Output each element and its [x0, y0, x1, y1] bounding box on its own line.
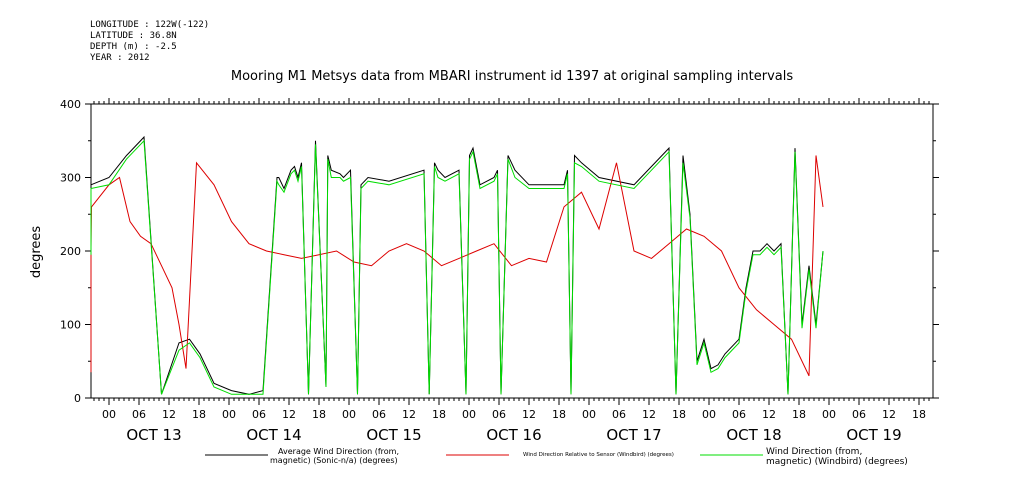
x-tick-label: 00 [222, 408, 236, 421]
plot-area [90, 135, 824, 395]
y-axis-label: degrees [29, 226, 44, 279]
x-day-label: OCT 17 [606, 426, 661, 444]
x-tick-label: 12 [282, 408, 296, 421]
y-tick-label: 300 [60, 172, 81, 185]
x-tick-label: 06 [132, 408, 146, 421]
x-tick-label: 06 [732, 408, 746, 421]
x-day-label: OCT 13 [126, 426, 181, 444]
axes: 0 100 200 300 400 00 06 12 18 OCT 13 00 06 12 18 OCT 1… [60, 98, 939, 444]
x-day-label: OCT 18 [726, 426, 781, 444]
x-day-label: OCT 19 [846, 426, 901, 444]
legend: Average Wind Direction (from, magnetic) … [205, 447, 908, 467]
x-day-label: OCT 15 [366, 426, 421, 444]
x-tick-label: 18 [312, 408, 326, 421]
legend-label-windbird-2: magnetic) (Windbird) (degrees) [766, 457, 908, 467]
y-tick-label: 100 [60, 319, 81, 332]
x-tick-label: 18 [192, 408, 206, 421]
x-tick-label: 18 [792, 408, 806, 421]
x-tick-label: 06 [372, 408, 386, 421]
depth-label: DEPTH (m) : -2.5 [90, 42, 177, 52]
x-tick-label: 06 [492, 408, 506, 421]
x-tick-label: 06 [252, 408, 266, 421]
legend-label-relative: Wind Direction Relative to Sensor (Windb… [523, 452, 674, 458]
x-tick-label: 00 [342, 408, 356, 421]
x-tick-label: 18 [552, 408, 566, 421]
x-tick-label: 00 [462, 408, 476, 421]
chart-title: Mooring M1 Metsys data from MBARI instru… [231, 69, 793, 84]
x-tick-label: 00 [582, 408, 596, 421]
legend-label-average-1: Average Wind Direction (from, [278, 447, 399, 456]
x-day-label: OCT 14 [246, 426, 301, 444]
y-tick-label: 400 [60, 98, 81, 111]
x-day-label: OCT 16 [486, 426, 541, 444]
x-tick-label: 00 [102, 408, 116, 421]
series-line-1 [90, 155, 824, 377]
x-tick-label: 18 [912, 408, 926, 421]
plot-frame [90, 103, 934, 399]
y-tick-label: 200 [60, 245, 81, 258]
x-tick-label: 12 [882, 408, 896, 421]
x-tick-label: 18 [672, 408, 686, 421]
legend-label-windbird-1: Wind Direction (from, [766, 447, 862, 457]
series-line-2 [90, 139, 824, 395]
x-tick-label: 06 [852, 408, 866, 421]
x-tick-label: 12 [162, 408, 176, 421]
x-tick-label: 12 [402, 408, 416, 421]
x-tick-label: 18 [432, 408, 446, 421]
x-tick-label: 06 [612, 408, 626, 421]
legend-label-average-2: magnetic) (Sonic-n/a) (degrees) [270, 456, 398, 465]
x-tick-label: 00 [702, 408, 716, 421]
series-line-0 [90, 135, 824, 395]
x-tick-label: 00 [822, 408, 836, 421]
latitude-label: LATITUDE : 36.8N [90, 31, 177, 41]
longitude-label: LONGITUDE : 122W(-122) [90, 20, 210, 30]
x-tick-label: 12 [642, 408, 656, 421]
x-tick-label: 12 [522, 408, 536, 421]
y-tick-label: 0 [74, 392, 81, 405]
x-tick-label: 12 [762, 408, 776, 421]
year-label: YEAR : 2012 [90, 53, 150, 63]
